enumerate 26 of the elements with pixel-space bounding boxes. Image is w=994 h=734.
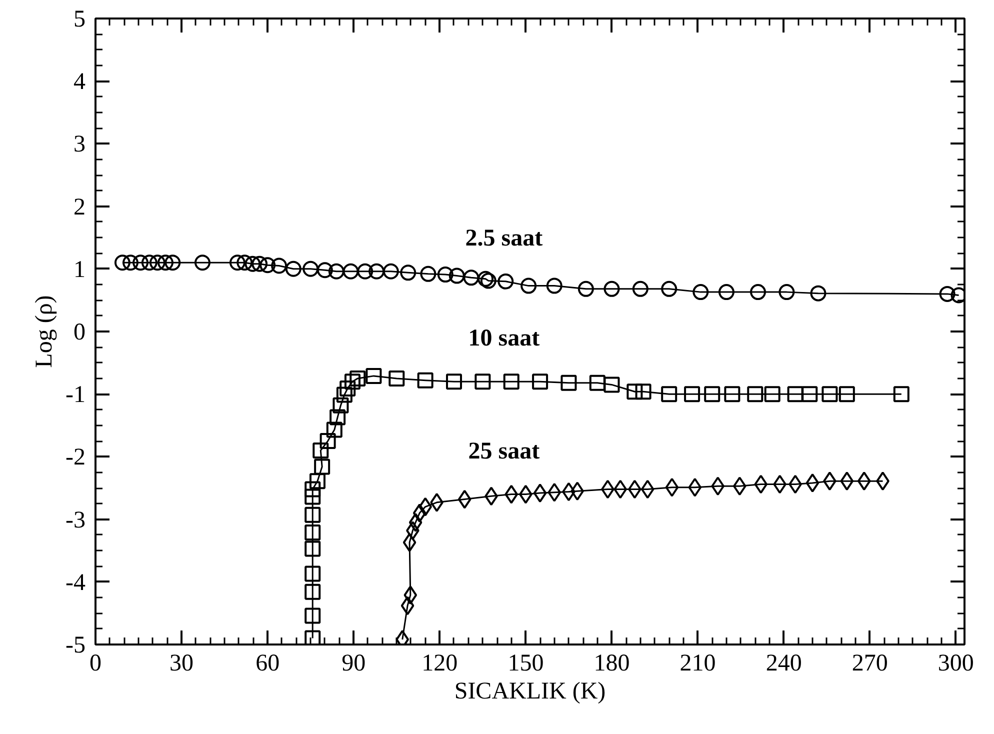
y-tick-label: 3: [74, 132, 86, 158]
y-tick-label: 0: [74, 320, 86, 346]
y-tick-label: -2: [66, 444, 86, 471]
y-tick-label: -3: [66, 507, 86, 534]
y-tick-label: -4: [66, 570, 86, 596]
x-tick-label: 60: [256, 650, 280, 676]
y-tick-label: 1: [74, 256, 86, 283]
y-tick-label: 2: [74, 194, 86, 220]
y-tick-label: 4: [74, 69, 86, 96]
y-tick-label: 5: [74, 6, 86, 32]
x-tick-label: 180: [594, 650, 630, 676]
y-axis-title: Log (ρ): [32, 295, 58, 368]
x-tick-label: 270: [852, 650, 888, 676]
y-tick-label: -1: [66, 382, 86, 408]
x-tick-label: 30: [170, 650, 194, 676]
x-tick-label: 210: [680, 650, 716, 676]
x-tick-label: 120: [422, 650, 458, 676]
x-tick-label: 150: [508, 650, 544, 676]
series-label: 10 saat: [468, 326, 540, 352]
series-label: 2.5 saat: [465, 225, 543, 252]
x-tick-label: 90: [342, 650, 366, 676]
x-tick-label: 300: [938, 650, 974, 676]
series-label: 25 saat: [468, 438, 540, 464]
x-axis-title: SICAKLIK (K): [454, 678, 606, 704]
x-tick-label: 240: [766, 650, 802, 676]
y-tick-label: -5: [66, 632, 86, 658]
